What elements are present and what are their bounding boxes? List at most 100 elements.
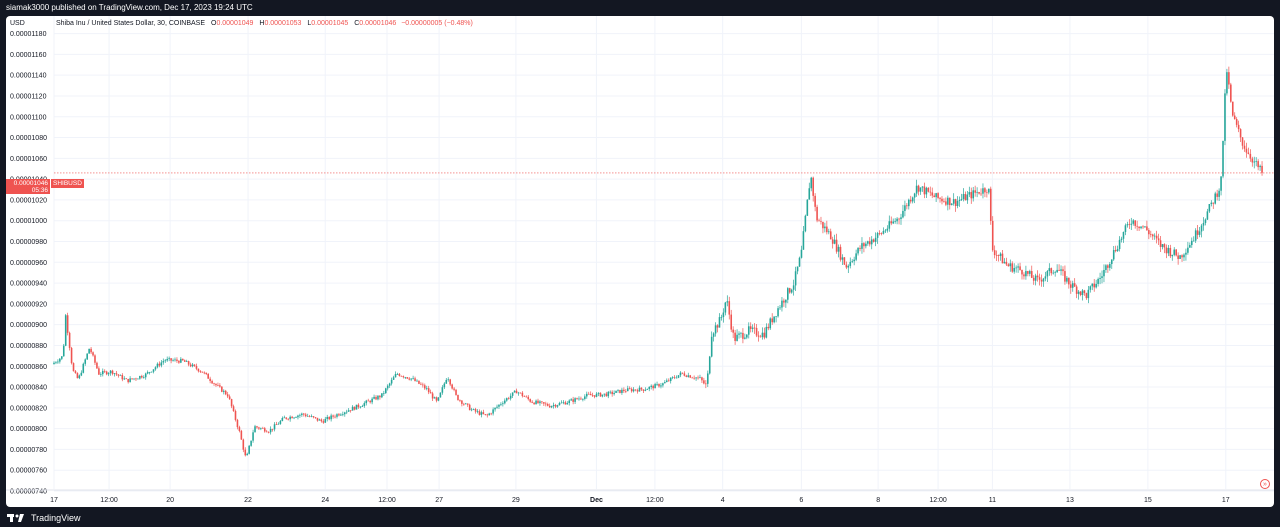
candle bbox=[742, 328, 744, 344]
candle bbox=[982, 183, 984, 199]
candle bbox=[174, 357, 176, 362]
footer-brand: TradingView bbox=[31, 512, 81, 523]
candle bbox=[541, 401, 543, 405]
y-tick-label: 0.00001160 bbox=[10, 52, 47, 59]
candle bbox=[833, 234, 836, 245]
y-tick-label: 0.00000780 bbox=[10, 447, 47, 454]
candle bbox=[880, 232, 883, 236]
current-price: 0.00001046 bbox=[13, 180, 48, 187]
candle bbox=[582, 398, 584, 402]
candle bbox=[728, 296, 731, 320]
candle bbox=[652, 384, 654, 391]
candle bbox=[1058, 264, 1060, 271]
candle bbox=[747, 322, 750, 339]
candle bbox=[956, 196, 959, 209]
candle bbox=[402, 375, 405, 379]
candle bbox=[724, 301, 727, 316]
candle bbox=[269, 426, 272, 435]
candle bbox=[1171, 254, 1174, 261]
x-tick-label: 11 bbox=[989, 497, 996, 504]
candle bbox=[564, 400, 567, 405]
candle bbox=[1091, 283, 1094, 291]
candle bbox=[484, 413, 487, 416]
candle bbox=[1142, 225, 1144, 229]
scroll-to-realtime-button[interactable]: » bbox=[1260, 479, 1270, 489]
candle bbox=[790, 288, 793, 294]
candle bbox=[203, 371, 206, 375]
candle bbox=[369, 400, 371, 404]
candle bbox=[240, 429, 243, 440]
candle bbox=[133, 378, 135, 381]
candle bbox=[708, 355, 711, 375]
candle bbox=[693, 375, 695, 380]
x-tick-label: 17 bbox=[50, 497, 58, 504]
candle bbox=[638, 385, 641, 392]
candle bbox=[248, 444, 250, 455]
candle bbox=[1089, 285, 1092, 293]
candle bbox=[1153, 233, 1156, 240]
candle bbox=[964, 191, 967, 201]
candle bbox=[78, 374, 81, 380]
candle bbox=[576, 397, 578, 400]
candle bbox=[316, 417, 319, 422]
candle bbox=[242, 438, 245, 453]
y-tick-label: 0.00000820 bbox=[10, 405, 47, 412]
candle bbox=[1077, 290, 1080, 300]
candle bbox=[722, 308, 725, 323]
candle bbox=[1255, 157, 1257, 167]
candle bbox=[363, 401, 366, 408]
candle bbox=[1032, 275, 1035, 285]
candle bbox=[625, 388, 627, 394]
price-chart[interactable]: 0.00001180 0.00001160 0.00001140 0.00001120… bbox=[6, 16, 1274, 507]
candle bbox=[336, 413, 338, 419]
candle bbox=[141, 374, 143, 379]
candle bbox=[872, 238, 875, 243]
candle bbox=[98, 366, 100, 375]
candle bbox=[1228, 66, 1230, 89]
candle bbox=[1079, 291, 1082, 297]
candle bbox=[480, 410, 483, 418]
candle bbox=[839, 244, 842, 262]
y-tick-label: 0.00000860 bbox=[10, 364, 47, 371]
open-label: O bbox=[210, 20, 217, 27]
candle bbox=[808, 182, 811, 200]
candle bbox=[381, 393, 383, 399]
candle bbox=[1040, 274, 1043, 287]
candle bbox=[870, 236, 873, 250]
y-tick-label: 0.00001180 bbox=[10, 31, 47, 38]
candle bbox=[478, 409, 481, 416]
candle bbox=[139, 375, 141, 380]
candle bbox=[611, 390, 613, 397]
candle bbox=[642, 389, 645, 393]
candle bbox=[539, 400, 541, 406]
candle bbox=[609, 390, 612, 395]
candle bbox=[798, 256, 801, 267]
candle bbox=[601, 394, 604, 398]
y-tick-label: 0.00001000 bbox=[10, 218, 47, 225]
candle bbox=[619, 389, 621, 394]
candle bbox=[849, 257, 852, 269]
candle bbox=[433, 396, 436, 399]
candle bbox=[420, 382, 422, 386]
candle bbox=[1210, 200, 1213, 207]
chart-panel[interactable]: 0.00001180 0.00001160 0.00001140 0.00001120… bbox=[6, 16, 1274, 507]
y-tick-label: 0.00001080 bbox=[10, 135, 47, 142]
candle bbox=[991, 216, 994, 252]
candle bbox=[623, 387, 625, 394]
candle bbox=[673, 375, 676, 380]
candle bbox=[874, 232, 877, 247]
candle bbox=[367, 398, 370, 402]
candle bbox=[919, 187, 922, 195]
candle bbox=[580, 396, 582, 401]
candle bbox=[732, 326, 734, 339]
candle bbox=[777, 305, 779, 318]
candle bbox=[816, 204, 818, 223]
candle bbox=[1261, 161, 1263, 176]
candle bbox=[1083, 289, 1086, 296]
candle bbox=[1085, 292, 1088, 300]
candle bbox=[279, 419, 282, 425]
candle bbox=[915, 179, 918, 197]
candle bbox=[187, 360, 190, 367]
x-tick-label: 8 bbox=[876, 497, 880, 504]
currency-button[interactable]: USD bbox=[10, 20, 25, 27]
